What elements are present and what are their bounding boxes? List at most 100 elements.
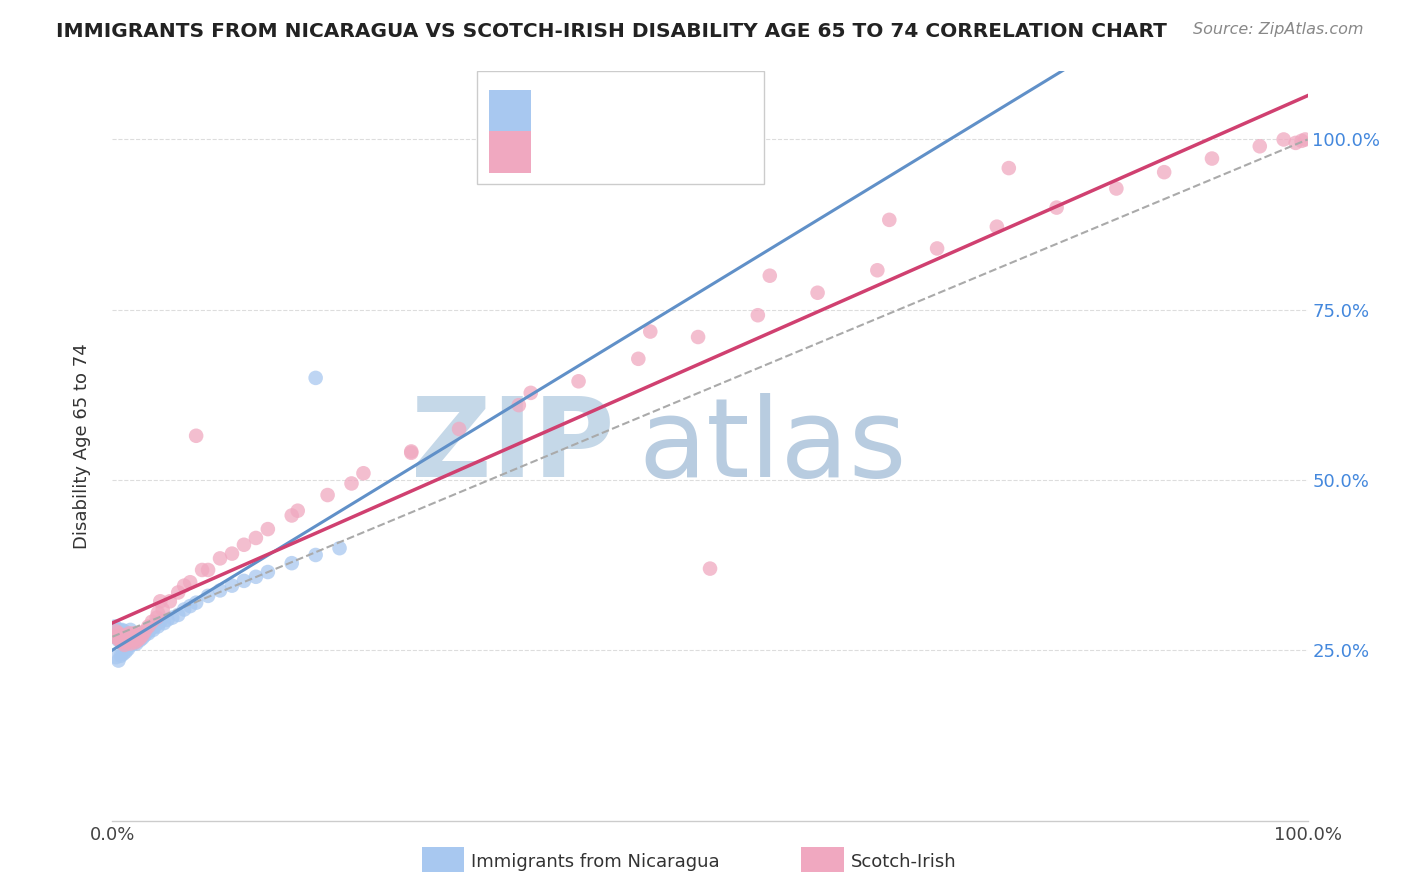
Point [114, 638, 135, 652]
Point [114, 635, 136, 649]
Point [111, 630, 134, 644]
Point [149, 594, 172, 608]
Point [209, 551, 232, 566]
Point [1105, 181, 1128, 195]
Text: Source: ZipAtlas.com: Source: ZipAtlas.com [1194, 22, 1364, 37]
Point [114, 624, 135, 639]
Point [115, 638, 138, 652]
Point [1294, 132, 1316, 146]
Text: ZIP: ZIP [411, 392, 614, 500]
Point [401, 444, 423, 458]
Point [132, 626, 155, 640]
Point [125, 628, 148, 642]
Point [186, 596, 208, 610]
Point [152, 602, 174, 616]
Point [117, 642, 139, 657]
Point [107, 633, 129, 648]
Point [115, 628, 138, 642]
Point [352, 467, 374, 481]
Point [149, 615, 172, 629]
Point [131, 628, 153, 642]
Point [112, 633, 135, 648]
Point [104, 619, 127, 633]
Point [142, 623, 165, 637]
Point [927, 242, 949, 256]
Point [146, 619, 169, 633]
Point [221, 579, 243, 593]
Point [145, 617, 167, 632]
Point [108, 623, 131, 637]
Point [105, 631, 128, 645]
Point [120, 636, 142, 650]
Point [105, 630, 128, 644]
Point [179, 575, 201, 590]
Point [179, 599, 201, 613]
Text: atlas: atlas [638, 392, 907, 500]
Point [340, 476, 363, 491]
Point [124, 635, 146, 649]
Point [879, 212, 901, 227]
Point [866, 263, 889, 277]
Point [1285, 136, 1308, 150]
Point [568, 374, 591, 388]
Point [121, 634, 143, 648]
Point [173, 602, 195, 616]
Text: Scotch-Irish: Scotch-Irish [851, 853, 956, 871]
Point [305, 371, 328, 385]
Point [125, 636, 148, 650]
Point [159, 594, 181, 608]
Point [114, 645, 136, 659]
Point [197, 589, 219, 603]
Point [257, 522, 280, 536]
Point [138, 626, 160, 640]
Text: IMMIGRANTS FROM NICARAGUA VS SCOTCH-IRISH DISABILITY AGE 65 TO 74 CORRELATION CH: IMMIGRANTS FROM NICARAGUA VS SCOTCH-IRIS… [56, 22, 1167, 41]
Point [640, 325, 662, 339]
Point [131, 631, 153, 645]
Point [122, 628, 145, 642]
Text: R = 0.604   N = 75: R = 0.604 N = 75 [543, 143, 742, 161]
Point [759, 268, 782, 283]
Point [110, 633, 132, 648]
Point [197, 563, 219, 577]
Point [146, 606, 169, 620]
Point [110, 626, 132, 640]
Point [120, 636, 142, 650]
Point [627, 351, 650, 366]
Point [121, 630, 143, 644]
Point [121, 636, 143, 650]
Point [699, 561, 721, 575]
Point [105, 650, 128, 665]
Point [173, 579, 195, 593]
Point [124, 635, 146, 649]
Point [233, 538, 256, 552]
Point [114, 638, 135, 652]
Point [221, 547, 243, 561]
Point [191, 563, 214, 577]
Point [128, 631, 150, 645]
Point [138, 619, 160, 633]
Point [153, 616, 176, 631]
Point [122, 626, 145, 640]
Point [401, 446, 423, 460]
Point [110, 628, 132, 642]
Point [129, 628, 152, 642]
Point [747, 308, 769, 322]
Point [305, 548, 328, 562]
Point [1201, 152, 1223, 166]
Point [138, 624, 160, 639]
Point [129, 633, 152, 648]
Point [112, 647, 135, 661]
Point [245, 531, 267, 545]
Point [105, 624, 128, 639]
Point [114, 631, 135, 645]
Point [104, 630, 127, 644]
Point [120, 623, 142, 637]
Point [688, 330, 710, 344]
Point [131, 628, 153, 642]
Point [117, 635, 139, 649]
Point [117, 628, 139, 642]
Point [112, 630, 135, 644]
Point [120, 630, 142, 644]
Point [127, 633, 149, 648]
Point [520, 385, 543, 400]
